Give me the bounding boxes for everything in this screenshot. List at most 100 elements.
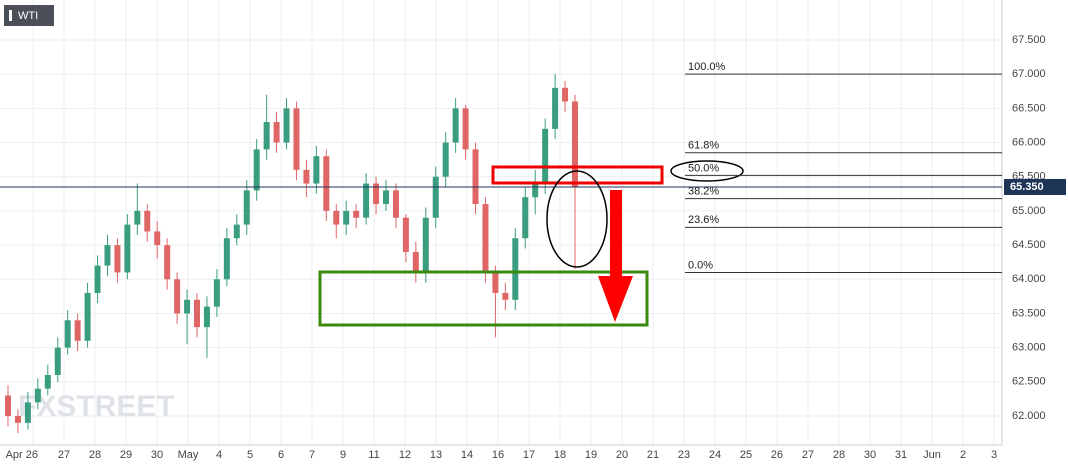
x-tick-label: 14 xyxy=(461,449,473,461)
candle-body xyxy=(233,224,240,239)
title-box xyxy=(4,5,54,26)
candle-body xyxy=(34,388,41,403)
candle-body xyxy=(203,306,210,328)
x-tick-label: 3 xyxy=(991,449,997,461)
candle-body xyxy=(194,299,200,328)
x-tick-label: 5 xyxy=(247,449,253,461)
candle-body xyxy=(512,238,519,300)
candle-body xyxy=(174,279,181,314)
circle-annotation xyxy=(546,170,608,268)
candle-body xyxy=(243,190,250,225)
fib-label: 100.0% xyxy=(688,61,726,73)
candle-body xyxy=(552,87,559,129)
candle-body xyxy=(273,122,280,143)
candle-body xyxy=(402,217,409,252)
x-tick-label: 11 xyxy=(368,449,379,461)
x-tick-label: 25 xyxy=(740,449,752,461)
candle-body xyxy=(562,87,569,102)
candle-body xyxy=(213,279,220,307)
candle-body xyxy=(452,108,459,143)
circle-annotation xyxy=(670,160,744,182)
x-tick-label: 19 xyxy=(585,449,597,461)
candle-body xyxy=(502,292,509,300)
last-price-box xyxy=(1004,178,1066,195)
x-tick-label: 23 xyxy=(678,449,690,461)
resistance-box xyxy=(491,165,664,185)
candle-body xyxy=(104,245,111,266)
x-tick-label: Apr 26 xyxy=(6,449,38,461)
candle-body xyxy=(392,190,399,218)
candle-body xyxy=(462,108,469,150)
y-tick-label: 65.000 xyxy=(1012,205,1046,217)
title-icon xyxy=(9,10,12,21)
x-tick-label: 4 xyxy=(216,449,222,461)
x-tick-label: 28 xyxy=(89,449,101,461)
y-tick-label: 62.000 xyxy=(1012,410,1046,422)
candle-body xyxy=(84,292,91,341)
candle-body xyxy=(223,238,230,280)
y-tick-label: 62.500 xyxy=(1012,376,1046,388)
chart-title: WTI xyxy=(18,10,38,22)
fib-label: 38.2% xyxy=(688,186,719,198)
x-tick-label: Jun xyxy=(923,449,941,461)
candle-body xyxy=(94,265,101,293)
y-tick-label: 67.500 xyxy=(1012,34,1046,46)
support-box xyxy=(318,270,649,327)
x-tick-label: 20 xyxy=(616,449,628,461)
x-tick-label: 18 xyxy=(554,449,566,461)
x-tick-label: 30 xyxy=(864,449,876,461)
x-tick-label: 24 xyxy=(709,449,721,461)
candle-body xyxy=(373,183,380,205)
candle-body xyxy=(64,320,71,348)
candle-body xyxy=(283,108,290,143)
candle-body xyxy=(333,210,340,225)
candle-body xyxy=(114,245,121,273)
x-tick-label: 21 xyxy=(647,449,659,461)
x-tick-label: 16 xyxy=(492,449,504,461)
candle-body xyxy=(154,231,161,246)
candle-body xyxy=(542,128,549,184)
y-tick-label: 67.000 xyxy=(1012,68,1046,80)
x-tick-label: 26 xyxy=(771,449,783,461)
candle-body xyxy=(74,320,81,341)
candle-body xyxy=(422,217,429,273)
candle-body xyxy=(353,210,360,218)
y-tick-label: 64.500 xyxy=(1012,239,1046,251)
y-tick-label: 64.000 xyxy=(1012,273,1046,285)
y-tick-label: 63.000 xyxy=(1012,342,1046,354)
candle-body xyxy=(472,149,479,205)
candle-body xyxy=(253,149,260,191)
candle-body xyxy=(432,176,439,218)
x-tick-label: 27 xyxy=(58,449,70,461)
grid xyxy=(0,0,1002,445)
candle-body xyxy=(24,402,31,423)
candle-body xyxy=(363,183,370,218)
candle-body xyxy=(293,108,300,170)
candle-body xyxy=(44,374,51,389)
x-tick-label: 7 xyxy=(309,449,315,461)
marks xyxy=(5,74,578,434)
candle-body xyxy=(572,101,578,187)
x-tick-label: 28 xyxy=(833,449,845,461)
x-tick-label: May xyxy=(178,449,199,461)
candle-body xyxy=(492,272,499,293)
fib-label: 23.6% xyxy=(688,214,719,226)
x-tick-label: 6 xyxy=(278,449,284,461)
x-tick-label: 13 xyxy=(430,449,442,461)
x-tick-label: 2 xyxy=(960,449,966,461)
x-tick-label: 30 xyxy=(151,449,163,461)
candle-body xyxy=(303,169,310,184)
candle-body xyxy=(442,142,449,177)
x-tick-label: 29 xyxy=(120,449,132,461)
candle-body xyxy=(532,183,539,198)
candle-body xyxy=(313,156,320,184)
arrow-head xyxy=(598,276,633,322)
candle-body xyxy=(412,251,419,273)
fib-label: 50.0% xyxy=(688,162,719,174)
x-tick-label: 17 xyxy=(523,449,535,461)
candle-body xyxy=(54,347,61,375)
last-price-label: 65.350 xyxy=(1010,181,1044,193)
candle-body xyxy=(323,156,330,211)
x-tick-label: 9 xyxy=(340,449,346,461)
